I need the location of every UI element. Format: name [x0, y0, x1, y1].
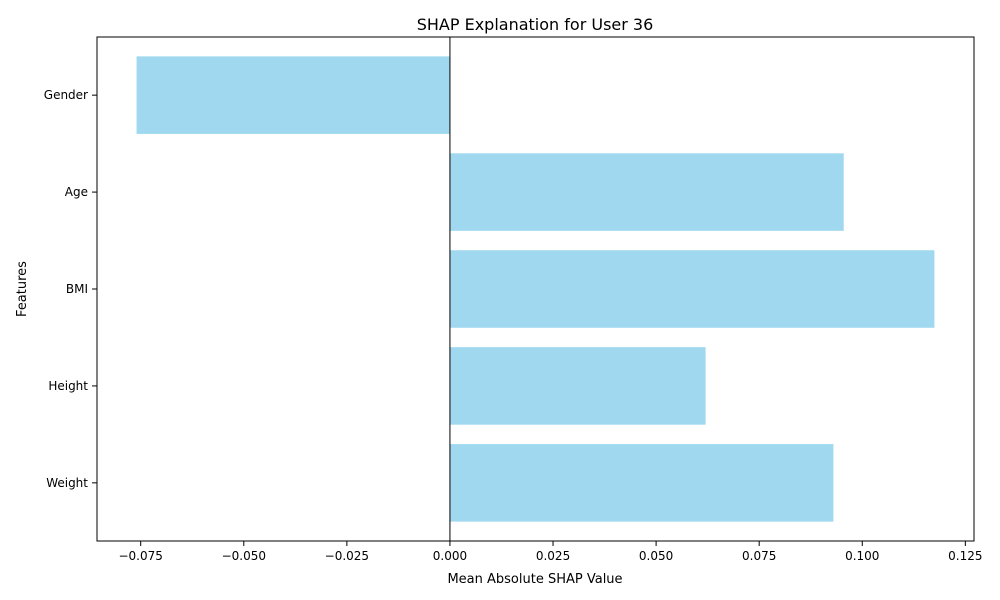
- bar-height: [449, 347, 706, 425]
- x-tick-label: 0.075: [742, 549, 776, 563]
- bars-group: [136, 56, 935, 522]
- x-tick-label: −0.025: [325, 549, 369, 563]
- x-tick-label: 0.000: [433, 549, 467, 563]
- y-tick-label-bmi: BMI: [66, 282, 88, 296]
- bar-gender: [136, 56, 450, 134]
- chart-title: SHAP Explanation for User 36: [417, 15, 654, 34]
- x-tick-label: −0.050: [222, 549, 266, 563]
- x-ticks-group: −0.075 −0.050 −0.025 0.000 0.025 0.050 0.075 0.…: [118, 541, 983, 563]
- bar-bmi: [449, 250, 935, 328]
- y-tick-label-height: Height: [48, 379, 88, 393]
- x-tick-label: 0.025: [536, 549, 570, 563]
- y-tick-label-weight: Weight: [46, 476, 88, 490]
- y-tick-label-age: Age: [65, 185, 88, 199]
- x-tick-label: 0.100: [845, 549, 879, 563]
- y-axis-label: Features: [15, 261, 30, 317]
- y-ticks-group: Weight Height BMI Age Gender: [44, 88, 97, 490]
- bar-weight: [449, 444, 834, 522]
- x-tick-label: −0.075: [118, 549, 162, 563]
- bar-age: [449, 153, 844, 231]
- y-tick-label-gender: Gender: [44, 88, 88, 102]
- x-tick-label: 0.050: [639, 549, 673, 563]
- x-axis-label: Mean Absolute SHAP Value: [447, 572, 622, 587]
- x-tick-label: 0.125: [948, 549, 982, 563]
